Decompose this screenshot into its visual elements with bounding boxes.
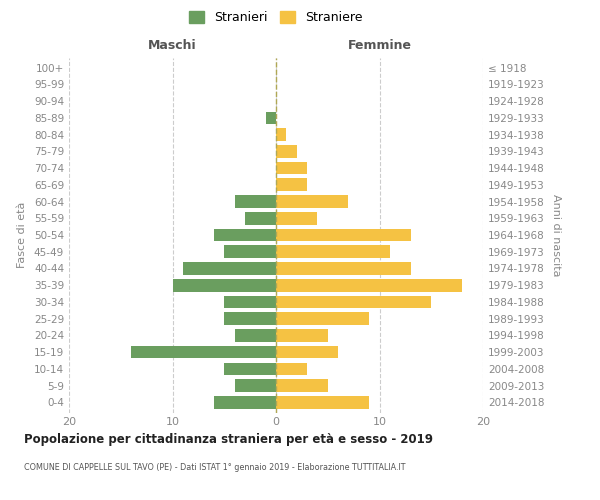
Bar [224, 312, 276, 325]
Bar [224, 296, 276, 308]
Bar [276, 346, 338, 358]
Text: Femmine: Femmine [347, 40, 412, 52]
Bar [235, 195, 276, 208]
Legend: Stranieri, Straniere: Stranieri, Straniere [184, 6, 368, 29]
Y-axis label: Anni di nascita: Anni di nascita [551, 194, 561, 276]
Bar [276, 228, 410, 241]
Y-axis label: Fasce di età: Fasce di età [17, 202, 27, 268]
Bar [276, 380, 328, 392]
Bar [224, 246, 276, 258]
Bar [276, 262, 410, 275]
Bar [276, 329, 328, 342]
Bar [131, 346, 276, 358]
Bar [276, 396, 369, 408]
Bar [276, 296, 431, 308]
Bar [214, 228, 276, 241]
Text: COMUNE DI CAPPELLE SUL TAVO (PE) - Dati ISTAT 1° gennaio 2019 - Elaborazione TUT: COMUNE DI CAPPELLE SUL TAVO (PE) - Dati … [24, 462, 406, 471]
Bar [224, 362, 276, 375]
Bar [276, 162, 307, 174]
Text: Popolazione per cittadinanza straniera per età e sesso - 2019: Popolazione per cittadinanza straniera p… [24, 432, 433, 446]
Bar [173, 279, 276, 291]
Bar [276, 128, 286, 141]
Bar [235, 380, 276, 392]
Bar [214, 396, 276, 408]
Bar [276, 246, 390, 258]
Bar [235, 329, 276, 342]
Bar [276, 312, 369, 325]
Bar [183, 262, 276, 275]
Bar [276, 279, 462, 291]
Bar [276, 212, 317, 224]
Bar [276, 195, 349, 208]
Bar [266, 112, 276, 124]
Bar [276, 145, 296, 158]
Bar [276, 178, 307, 191]
Bar [276, 362, 307, 375]
Bar [245, 212, 276, 224]
Text: Maschi: Maschi [148, 40, 197, 52]
